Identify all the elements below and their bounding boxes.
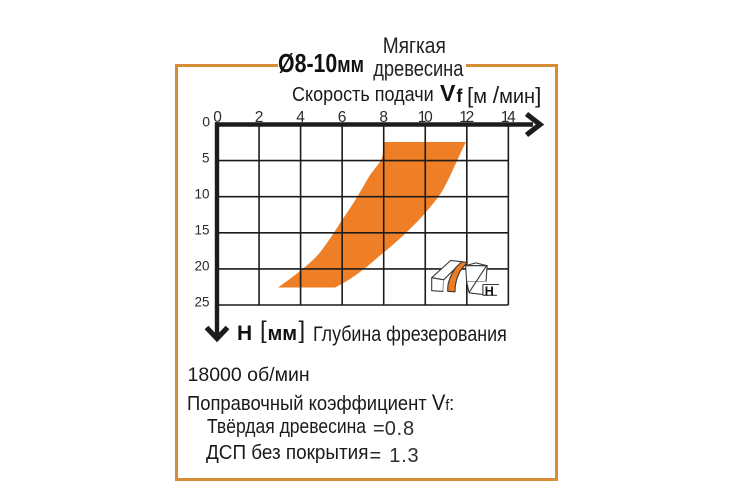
svg-text:20: 20 <box>194 259 209 274</box>
svg-text:8: 8 <box>379 109 388 126</box>
svg-text:0: 0 <box>202 114 210 130</box>
svg-text:12: 12 <box>459 109 474 126</box>
svg-text:6: 6 <box>338 109 347 126</box>
svg-text:4: 4 <box>296 109 305 126</box>
svg-text:10: 10 <box>194 186 209 201</box>
svg-text:5: 5 <box>202 150 210 165</box>
svg-text:25: 25 <box>194 295 209 310</box>
svg-text:15: 15 <box>194 223 209 238</box>
svg-text:2: 2 <box>255 109 264 126</box>
svg-text:14: 14 <box>501 109 516 126</box>
svg-text:H: H <box>485 285 494 299</box>
svg-text:10: 10 <box>418 109 433 126</box>
svg-text:0: 0 <box>213 109 222 126</box>
